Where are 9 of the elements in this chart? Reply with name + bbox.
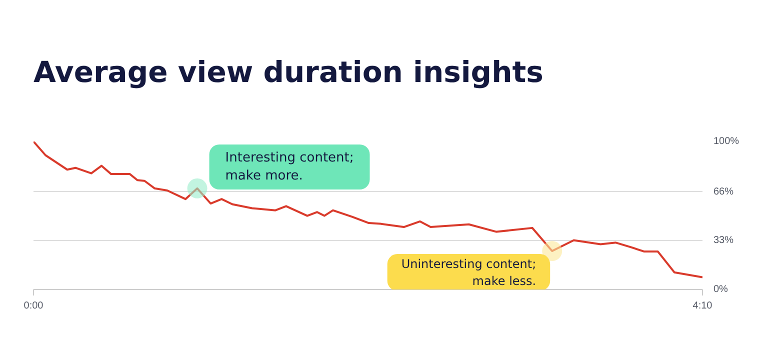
x-tick-label: 4:10 [692, 300, 713, 312]
y-tick-label: 66% [714, 186, 734, 198]
x-tick-label: 0:00 [24, 300, 44, 312]
chart-title: Average view duration insights [34, 55, 544, 89]
y-tick-label: 0% [714, 284, 728, 295]
annotation: Uninteresting content; make less. [401, 257, 536, 288]
annotation: Interesting content; make more. [225, 150, 354, 184]
y-tick-label: 100% [714, 136, 740, 147]
y-tick-label: 33% [714, 235, 734, 246]
